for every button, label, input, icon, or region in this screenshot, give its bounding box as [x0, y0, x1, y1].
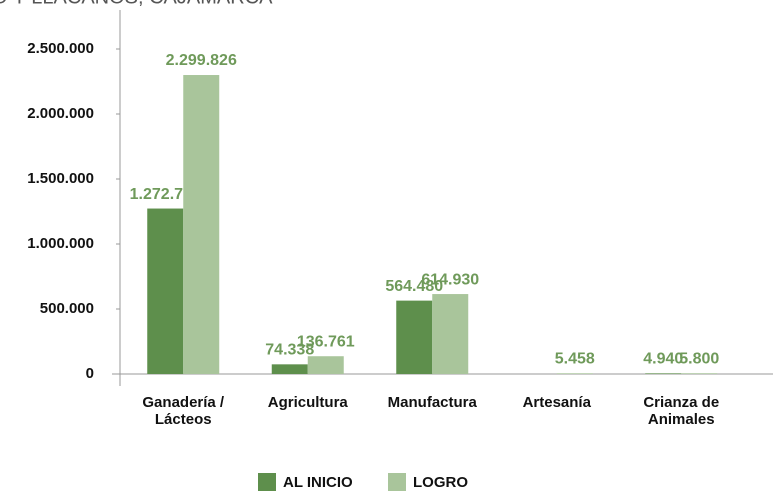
bar [681, 373, 718, 374]
legend-swatch [388, 473, 406, 491]
x-tick-label: Artesanía [523, 394, 592, 411]
y-tick-label: 2.500.000 [27, 40, 94, 57]
value-label: 564.480 [385, 278, 443, 295]
bar [432, 294, 469, 374]
bar [645, 373, 682, 374]
y-tick-label: 500.000 [40, 300, 94, 317]
value-label: 136.761 [297, 333, 355, 350]
x-tick-label: Manufactura [388, 394, 478, 411]
chart-title: O Y LLACANOS, CAJAMARCA [0, 0, 273, 8]
x-tick-label: Animales [648, 411, 715, 428]
bar [147, 208, 184, 374]
bar [307, 356, 344, 374]
bar [396, 300, 433, 374]
x-tick-label: Crianza de [643, 394, 719, 411]
value-label: 74.338 [265, 342, 314, 359]
x-tick-label: Ganadería / [142, 394, 225, 411]
value-label: 4.940 [643, 351, 683, 368]
x-tick-label: Agricultura [268, 394, 349, 411]
value-label: 2.299.826 [166, 52, 237, 69]
y-tick-label: 1.500.000 [27, 170, 94, 187]
bar [183, 75, 220, 375]
value-label: 5.800 [679, 350, 719, 367]
y-tick-label: 2.000.000 [27, 105, 94, 122]
y-tick-label: 1.000.000 [27, 235, 94, 252]
bar [271, 364, 308, 374]
legend-label: LOGRO [413, 474, 468, 491]
value-label: 614.930 [421, 271, 479, 288]
bar [556, 373, 593, 374]
value-label: 1.272.756 [130, 186, 201, 203]
value-label: 5.458 [555, 351, 595, 368]
legend-swatch [258, 473, 276, 491]
x-tick-label: Lácteos [155, 411, 212, 428]
y-tick-label: 0 [86, 365, 94, 382]
legend-label: AL INICIO [283, 474, 353, 491]
